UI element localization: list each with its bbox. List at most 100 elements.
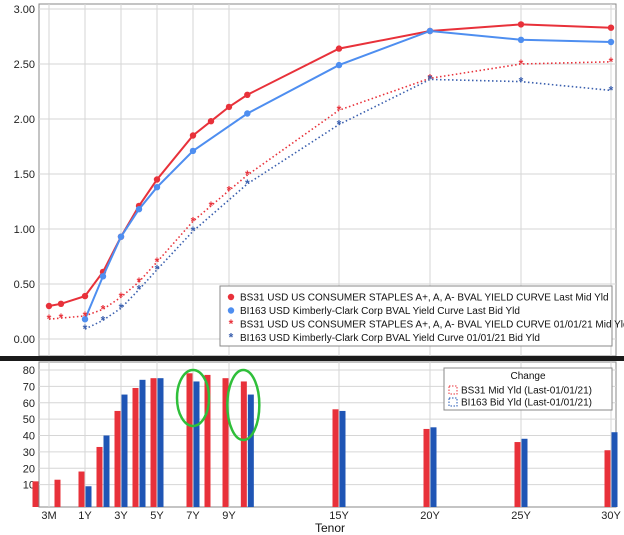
y-tick-label: 0.50 — [14, 279, 35, 291]
data-point: * — [47, 312, 52, 326]
data-point: * — [245, 168, 250, 182]
y-tick-label: 0.00 — [14, 334, 35, 346]
bar — [85, 486, 92, 507]
bar — [139, 379, 146, 507]
data-point: * — [155, 255, 160, 269]
bar — [103, 435, 110, 507]
data-point: * — [83, 322, 88, 336]
bar — [604, 450, 611, 507]
y-tick-label: 2.00 — [14, 114, 35, 126]
data-point — [135, 206, 143, 213]
data-point — [45, 302, 53, 310]
legend-box — [219, 285, 613, 347]
bar — [78, 471, 85, 507]
bar — [423, 428, 430, 507]
legend-marker — [448, 397, 458, 407]
yield-curve-panel: 3.002.502.001.501.000.500.00* * * *********… — [14, 3, 624, 357]
data-point: * — [519, 57, 524, 71]
y-tick-label: 3.00 — [14, 4, 35, 16]
bar — [157, 378, 164, 507]
x-tick-label: 5Y — [150, 510, 164, 522]
series-line — [84, 78, 612, 330]
data-point: * — [337, 118, 342, 132]
bar — [186, 373, 193, 507]
data-point: * — [137, 275, 142, 289]
data-point: * — [101, 313, 106, 327]
bar — [521, 438, 528, 507]
legend-marker — [227, 307, 235, 314]
bar — [193, 381, 200, 507]
data-point: * — [137, 283, 142, 297]
bar — [204, 374, 211, 507]
data-point — [99, 273, 107, 280]
x-tick-label: 25Y — [511, 510, 531, 522]
bar — [222, 378, 229, 507]
bar — [114, 410, 121, 507]
bar — [132, 388, 139, 507]
highlight-ellipse — [226, 368, 261, 442]
y-tick-label: 40 — [23, 431, 35, 443]
data-point — [426, 27, 434, 35]
bar — [332, 409, 339, 507]
bar — [240, 381, 247, 507]
bar — [150, 378, 157, 507]
data-point: * — [59, 311, 64, 325]
data-point — [57, 300, 65, 307]
bar — [96, 446, 103, 507]
bar — [32, 481, 39, 507]
data-point — [81, 316, 89, 323]
data-point — [517, 36, 525, 43]
data-point: * — [245, 177, 250, 191]
y-tick-label: 70 — [23, 381, 35, 393]
data-point — [189, 132, 197, 139]
data-point: * — [428, 72, 433, 86]
legend-box — [443, 367, 613, 411]
legend-label: BI163 USD Kimberly-Clark Corp BVAL Yield… — [240, 333, 540, 344]
legend-marker — [227, 293, 235, 301]
data-point: * — [191, 224, 196, 238]
y-tick-label: 20 — [23, 463, 35, 475]
bar — [247, 394, 254, 507]
data-point: * — [209, 199, 214, 213]
legend-marker — [448, 385, 458, 395]
x-tick-label: 30Y — [601, 510, 621, 522]
data-point — [517, 21, 525, 28]
data-point — [117, 233, 125, 240]
x-axis-title: Tenor — [315, 521, 345, 535]
data-point — [607, 38, 615, 46]
highlight-ellipse — [175, 368, 211, 428]
data-point: * — [337, 103, 342, 117]
x-tick-label: 20Y — [420, 510, 440, 522]
y-tick-label: 30 — [23, 447, 35, 459]
bar — [430, 427, 437, 507]
bar — [121, 394, 128, 507]
bar — [514, 442, 521, 507]
data-point — [207, 118, 215, 125]
legend-label: BS31 USD US CONSUMER STAPLES A+, A, A- B… — [240, 320, 624, 331]
data-point: * — [83, 309, 88, 323]
data-point — [225, 103, 233, 111]
bar — [54, 479, 61, 507]
y-tick-label: 10 — [23, 480, 35, 492]
x-tick-label: 15Y — [329, 510, 349, 522]
legend-title: Change — [510, 371, 545, 382]
y-tick-label: 80 — [23, 365, 35, 377]
data-point: * — [119, 290, 124, 304]
bar — [339, 410, 346, 507]
y-tick-label: 1.00 — [14, 224, 35, 236]
x-tick-label: 1Y — [78, 510, 92, 522]
data-point — [607, 24, 615, 31]
data-point — [244, 110, 251, 117]
y-tick-label: 2.50 — [14, 59, 35, 71]
data-point: * — [101, 302, 106, 316]
data-point — [189, 147, 197, 155]
legend-label: BS31 USD US CONSUMER STAPLES A+, A, A- B… — [240, 293, 609, 304]
data-point — [244, 91, 251, 99]
data-point — [153, 176, 161, 183]
legend-label: BS31 Mid Yld (Last-01/01/21) — [461, 386, 592, 397]
x-tick-label: 7Y — [186, 510, 200, 522]
data-point — [335, 45, 343, 52]
legend-marker: * — [229, 317, 234, 331]
y-tick-label: 50 — [23, 414, 35, 426]
x-tick-label: 3M — [41, 510, 56, 522]
